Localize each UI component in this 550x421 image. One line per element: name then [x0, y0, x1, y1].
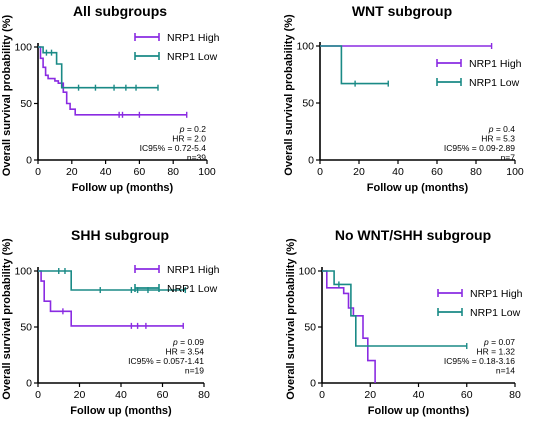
x-tick-label: 0: [35, 166, 41, 178]
legend-entry: NRP1 High: [470, 288, 523, 300]
y-tick-label: 50: [304, 322, 316, 334]
legend-entry: NRP1 High: [167, 264, 220, 276]
x-axis-label: Follow up (months): [367, 182, 469, 194]
x-tick-label: 40: [413, 389, 425, 401]
x-tick-label: 80: [198, 389, 210, 401]
x-tick-label: 20: [353, 166, 365, 178]
x-tick-label: 20: [74, 389, 86, 401]
legend-entry: NRP1 Low: [470, 307, 521, 319]
y-tick-label: 50: [20, 322, 32, 334]
y-tick-label: 0: [26, 378, 32, 390]
stat-annotation: p = 0.4: [488, 124, 516, 134]
series-line-nrp1-low: [38, 270, 186, 291]
x-tick-label: 40: [115, 389, 127, 401]
stat-annotation: HR = 3.54: [165, 347, 204, 357]
legend-entry: NRP1 Low: [167, 283, 218, 295]
x-tick-label: 20: [364, 389, 376, 401]
x-tick-label: 0: [35, 389, 41, 401]
y-tick-label: 50: [302, 98, 314, 110]
stat-annotation: IC95% = 0.057-1.41: [128, 356, 204, 366]
stat-annotation: HR = 5.3: [481, 134, 515, 144]
y-tick-label: 100: [298, 266, 316, 278]
x-axis-label: Follow up (months): [70, 405, 172, 417]
stat-annotation: IC95% = 0.18-3.16: [444, 356, 515, 366]
legend-entry: NRP1 High: [469, 58, 522, 70]
y-axis-label: Overall survival probability (%): [1, 238, 13, 400]
stat-annotation: p = 0.2: [179, 124, 207, 134]
y-tick-label: 0: [308, 155, 314, 167]
x-tick-label: 100: [506, 166, 524, 178]
y-tick-label: 0: [26, 155, 32, 167]
x-axis-label: Follow up (months): [72, 182, 174, 194]
x-tick-label: 60: [134, 166, 146, 178]
y-tick-label: 100: [14, 42, 32, 54]
series-line-nrp1-high: [38, 270, 184, 327]
stat-annotation: n=39: [187, 153, 206, 163]
legend-entry: NRP1 Low: [167, 51, 218, 63]
y-axis-label: Overall survival probability (%): [285, 238, 297, 400]
stat-annotation: IC95% = 0.09-2.89: [444, 143, 515, 153]
x-tick-label: 40: [392, 166, 404, 178]
panel-4: No WNT/SHH subgroup 0 20 40 60 80 0 50 100 Follow…: [285, 227, 523, 417]
panel-3: SHH subgroup 0 20 40 60 80 0 50 100 Follow up (mo…: [1, 227, 220, 417]
panel-title: WNT subgroup: [352, 3, 452, 19]
panel-title: All subgroups: [73, 3, 167, 19]
x-tick-label: 20: [66, 166, 78, 178]
stat-annotation: p = 0.07: [483, 337, 515, 347]
stat-annotation: HR = 1.32: [476, 347, 515, 357]
panel-title: SHH subgroup: [71, 227, 169, 243]
x-tick-label: 100: [198, 166, 216, 178]
x-tick-label: 80: [167, 166, 179, 178]
y-tick-label: 0: [310, 378, 316, 390]
y-tick-label: 100: [14, 266, 32, 278]
stat-annotation: HR = 2.0: [172, 134, 206, 144]
y-axis-label: Overall survival probability (%): [283, 14, 295, 176]
stat-annotation: n=7: [501, 153, 516, 163]
x-tick-label: 40: [100, 166, 112, 178]
stat-annotation: p = 0.09: [172, 337, 204, 347]
y-tick-label: 100: [296, 41, 314, 53]
x-tick-label: 60: [431, 166, 443, 178]
series-line-nrp1-high: [322, 270, 376, 383]
x-axis-label: Follow up (months): [368, 405, 470, 417]
x-tick-label: 60: [461, 389, 473, 401]
x-tick-label: 80: [509, 389, 521, 401]
x-tick-label: 80: [470, 166, 482, 178]
y-axis-label: Overall survival probability (%): [1, 14, 13, 176]
series-line-nrp1-high: [38, 46, 187, 116]
x-tick-label: 0: [319, 389, 325, 401]
panel-2: WNT subgroup 0 20 40 60 80 100 0 50 100 Follow up …: [283, 3, 524, 194]
legend-entry: NRP1 Low: [469, 77, 520, 89]
stat-annotation: IC95% = 0.72-5.4: [140, 143, 207, 153]
series-line-nrp1-low: [322, 270, 467, 347]
x-tick-label: 60: [157, 389, 169, 401]
series-line-nrp1-low: [320, 45, 389, 85]
x-tick-label: 0: [317, 166, 323, 178]
stat-annotation: n=14: [496, 366, 515, 376]
panel-1: All subgroups 0 20 40 60 80 100 0 50 100 Follow up…: [1, 3, 220, 194]
legend-entry: NRP1 High: [167, 32, 220, 44]
y-tick-label: 50: [20, 98, 32, 110]
series-line-nrp1-low: [38, 46, 158, 89]
panel-title: No WNT/SHH subgroup: [335, 227, 491, 243]
stat-annotation: n=19: [185, 366, 204, 376]
